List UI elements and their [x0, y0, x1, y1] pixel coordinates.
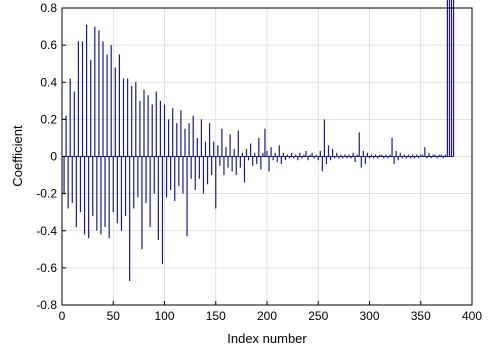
y-tick-label: 0.8	[40, 1, 57, 15]
y-tick-label: 0.4	[40, 75, 57, 89]
y-tick-label: -0.8	[36, 298, 57, 312]
x-tick-label: 150	[206, 309, 226, 323]
x-tick-label: 0	[59, 309, 66, 323]
y-tick-label: 0.2	[40, 112, 57, 126]
x-tick-label: 250	[308, 309, 328, 323]
y-tick-label: -0.6	[36, 261, 57, 275]
y-axis-ticks: -0.8 -0.6 -0.4 -0.2 0 0.2 0.4 0.6 0.8	[36, 1, 66, 312]
y-tick-label: -0.4	[36, 224, 57, 238]
y-axis-label: Coefficient	[10, 125, 25, 187]
x-axis-label: Index number	[227, 331, 307, 346]
x-tick-label: 400	[462, 309, 482, 323]
x-tick-label: 50	[107, 309, 121, 323]
x-tick-label: 350	[411, 309, 431, 323]
stem-series	[63, 0, 455, 281]
x-tick-label: 300	[359, 309, 379, 323]
x-axis-ticks: 0 50 100 150 200 250 300 350 400	[59, 301, 482, 323]
y-tick-label: -0.2	[36, 187, 57, 201]
y-tick-label: 0	[50, 150, 57, 164]
x-tick-label: 100	[154, 309, 174, 323]
x-tick-label: 200	[257, 309, 277, 323]
y-tick-label: 0.6	[40, 38, 57, 52]
